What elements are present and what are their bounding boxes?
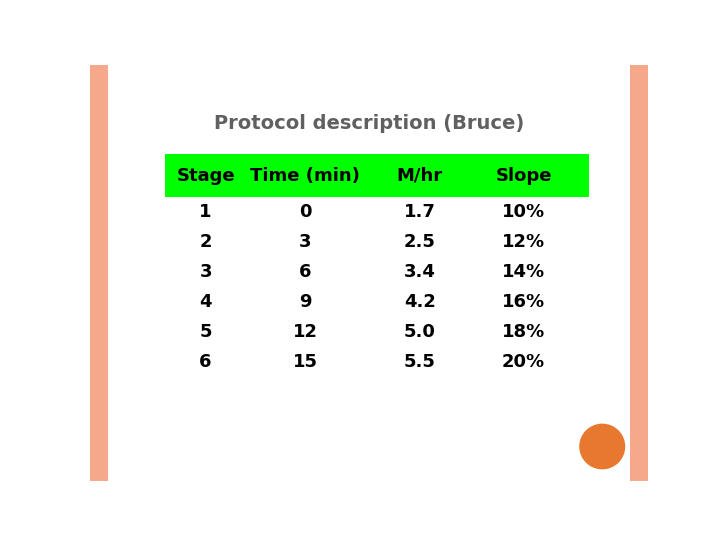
Text: 3: 3 [199,263,212,281]
Text: 18%: 18% [502,323,545,341]
Text: 2.5: 2.5 [404,233,436,251]
Bar [166,154,590,197]
Text: 1.7: 1.7 [404,203,436,221]
Text: Time (min): Time (min) [251,167,360,185]
Text: 3.4: 3.4 [404,263,436,281]
Text: 12%: 12% [502,233,545,251]
Text: M/hr: M/hr [397,167,443,185]
Text: 1: 1 [199,203,212,221]
Text: Slope: Slope [495,167,552,185]
Text: 4.2: 4.2 [404,293,436,311]
Text: 3: 3 [299,233,312,251]
Text: 15: 15 [293,353,318,370]
Text: 9: 9 [299,293,312,311]
Text: Stage: Stage [176,167,235,185]
Text: 5.5: 5.5 [404,353,436,370]
Text: 4: 4 [199,293,212,311]
Text: 12: 12 [293,323,318,341]
Text: 10%: 10% [502,203,545,221]
Text: Protocol description (Bruce): Protocol description (Bruce) [214,113,524,132]
Text: 5.0: 5.0 [404,323,436,341]
Text: 5: 5 [199,323,212,341]
Text: 6: 6 [299,263,312,281]
Text: 2: 2 [199,233,212,251]
Text: 16%: 16% [502,293,545,311]
Text: 20%: 20% [502,353,545,370]
Bar [630,65,648,481]
Text: 0: 0 [299,203,312,221]
Ellipse shape [580,424,624,469]
Text: 14%: 14% [502,263,545,281]
Text: 6: 6 [199,353,212,370]
Bar [90,65,108,481]
